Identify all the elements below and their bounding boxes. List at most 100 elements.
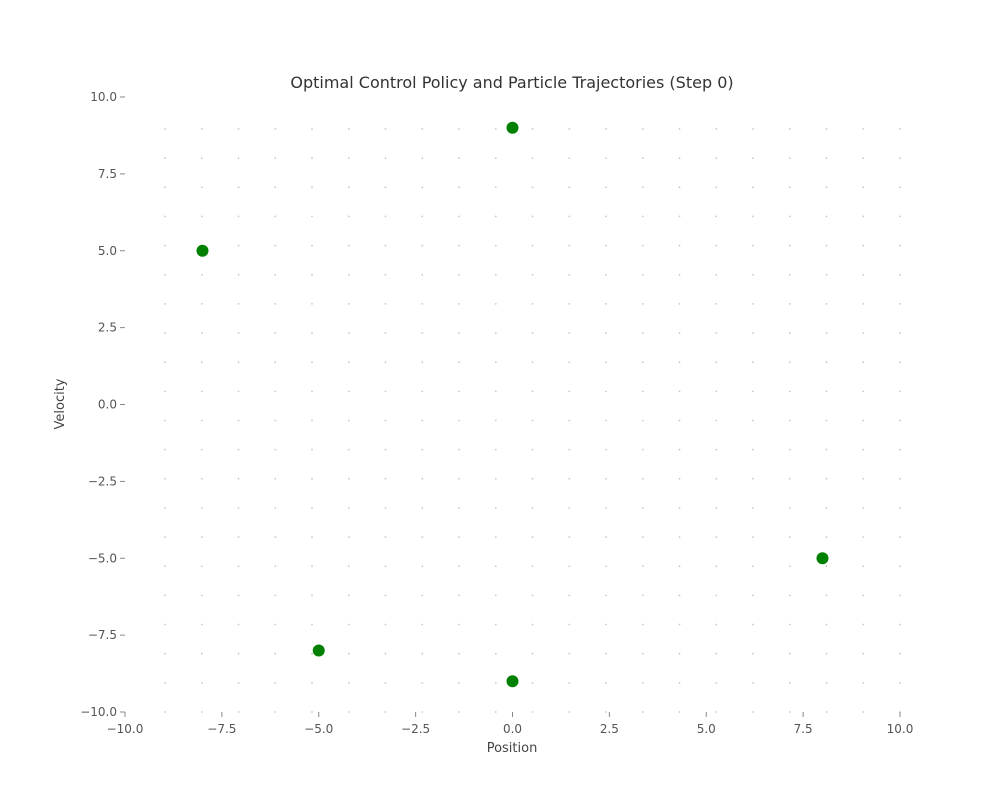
grid-dot <box>200 594 203 597</box>
grid-dot <box>274 623 277 626</box>
grid-dot <box>237 361 240 364</box>
grid-dot <box>274 157 277 160</box>
grid-dot <box>825 536 828 538</box>
grid-dot <box>531 623 534 626</box>
grid-dot <box>641 565 644 568</box>
grid-dot <box>274 477 277 480</box>
grid-dot <box>568 536 571 538</box>
grid-dot <box>678 477 681 480</box>
grid-dot <box>715 448 718 451</box>
grid-dot <box>568 128 571 130</box>
grid-dot <box>274 186 277 189</box>
y-tick-label: −7.5 <box>88 628 117 642</box>
grid-dot <box>274 390 277 393</box>
grid-dot <box>752 594 754 597</box>
grid-dot <box>494 273 497 276</box>
grid-dot <box>605 244 607 247</box>
grid-dot <box>274 507 277 509</box>
grid-dot <box>311 303 313 305</box>
grid-dot <box>347 477 350 480</box>
x-axis: −10.0 −7.5 −5.0 −2.5 0.0 2.5 5.0 7.5 10.0 <box>107 712 914 736</box>
grid-dot <box>311 536 313 538</box>
grid-dot <box>237 448 240 451</box>
grid-dot <box>384 419 387 422</box>
grid-dot <box>347 303 350 305</box>
grid-dot <box>200 186 203 189</box>
grid-dot <box>384 536 387 538</box>
grid-dot <box>715 682 718 684</box>
grid-dot <box>384 157 387 160</box>
grid-dot <box>605 477 607 480</box>
grid-dot <box>458 332 460 334</box>
grid-dot <box>862 711 865 713</box>
grid-dot <box>494 361 497 364</box>
grid-dot <box>678 390 681 393</box>
grid-dot <box>274 303 277 305</box>
grid-dot <box>311 477 313 480</box>
grid-dot <box>568 215 571 218</box>
grid-dot <box>825 273 828 276</box>
grid-dot <box>311 273 313 276</box>
grid-dot <box>237 303 240 305</box>
grid-dot <box>678 565 681 568</box>
grid-dot <box>494 128 497 130</box>
grid-dot <box>458 594 460 597</box>
x-tick-label: 10.0 <box>887 722 914 736</box>
grid-dot <box>384 390 387 393</box>
grid-dot <box>494 652 497 655</box>
grid-dot <box>164 682 166 684</box>
grid-dot <box>899 215 901 218</box>
grid-dot <box>568 565 571 568</box>
grid-dot <box>311 507 313 509</box>
grid-dot <box>200 361 203 364</box>
grid-dot <box>421 448 424 451</box>
grid-dot <box>678 361 681 364</box>
grid-dot <box>568 448 571 451</box>
grid-dot <box>678 303 681 305</box>
grid-dot <box>458 361 460 364</box>
grid-dot <box>237 244 240 247</box>
grid-dot <box>715 652 718 655</box>
grid-dot <box>237 390 240 393</box>
grid-dot <box>899 652 901 655</box>
grid-dot <box>494 623 497 626</box>
grid-dot <box>347 244 350 247</box>
grid-dot <box>678 507 681 509</box>
grid-dot <box>568 652 571 655</box>
grid-dot <box>311 215 313 218</box>
y-tick-label: −2.5 <box>88 474 117 488</box>
grid-dot <box>311 448 313 451</box>
grid-dot <box>347 594 350 597</box>
grid-dot <box>825 507 828 509</box>
grid-dot <box>458 682 460 684</box>
grid-dot <box>274 332 277 334</box>
grid-dot <box>899 448 901 451</box>
grid-dot <box>899 157 901 160</box>
grid-dot <box>531 332 534 334</box>
grid-dot <box>899 477 901 480</box>
x-tick-label: 0.0 <box>503 722 522 736</box>
grid-dot <box>421 273 424 276</box>
grid-dot <box>274 652 277 655</box>
grid-dot <box>862 303 865 305</box>
grid-dot <box>899 565 901 568</box>
grid-dot <box>641 157 644 160</box>
grid-dot <box>311 332 313 334</box>
grid-dot <box>788 244 791 247</box>
grid-dot <box>384 448 387 451</box>
grid-dot <box>678 128 681 130</box>
grid-dot <box>678 536 681 538</box>
grid-dot <box>237 215 240 218</box>
grid-dot <box>200 536 203 538</box>
y-tick-label: 2.5 <box>98 321 117 335</box>
grid-dot <box>678 332 681 334</box>
grid-dot <box>825 652 828 655</box>
grid-dot <box>862 215 865 218</box>
x-axis-label: Position <box>487 741 538 756</box>
y-tick-label: 5.0 <box>98 244 117 258</box>
grid-dot <box>200 623 203 626</box>
grid-dot <box>384 244 387 247</box>
grid-dot <box>237 652 240 655</box>
grid-dot <box>458 186 460 189</box>
grid-dot <box>715 565 718 568</box>
